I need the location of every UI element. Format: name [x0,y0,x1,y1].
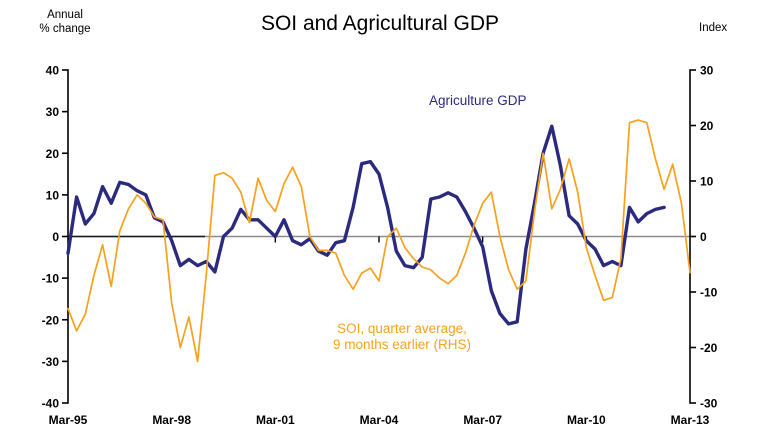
x-axis-tick-label: Mar-01 [256,413,295,427]
left-axis-tick-label: 10 [46,188,60,202]
left-axis-tick-label: 0 [52,230,59,244]
soi-annotation-line2: 9 months earlier (RHS) [332,337,472,352]
left-axis-unit-line2: % change [39,23,91,35]
left-axis-unit-label: Annual % change [28,8,102,36]
soi-annotation-line1: SOI, quarter average, [337,321,467,336]
left-axis-tick-label: -20 [42,313,60,327]
right-axis-tick-label: -30 [700,397,718,411]
x-axis-tick-label: Mar-95 [49,413,88,427]
left-axis-tick-label: 20 [46,147,60,161]
right-axis-tick-label: 30 [700,64,714,78]
left-axis-tick-label: 40 [46,64,60,78]
right-axis-tick-label: 20 [700,119,714,133]
series-annotation-soi: SOI, quarter average, 9 months earlier (… [308,321,496,353]
x-axis-tick-label: Mar-10 [567,413,606,427]
chart-title: SOI and Agricultural GDP [260,12,500,35]
series-line-agriculture-gdp [66,124,666,326]
x-axis-tick-label: Mar-04 [360,413,399,427]
x-axis-tick-label: Mar-13 [671,413,710,427]
series-annotation-agriculture-gdp: Agriculture GDP [429,93,527,108]
x-axis-tick-label: Mar-07 [463,413,502,427]
x-axis-tick-label: Mar-98 [152,413,191,427]
left-axis-tick-label: -40 [42,397,60,411]
right-axis-tick-label: -10 [700,286,718,300]
right-axis-tick-label: -20 [700,341,718,355]
right-axis-tick-label: 10 [700,175,714,189]
series-line-soi-quarter-average-9-months-earlier-rhs [67,119,691,363]
left-axis-tick-label: 30 [46,105,60,119]
right-axis-tick-label: 0 [700,230,707,244]
left-axis-tick-label: -10 [42,272,60,286]
right-axis-unit-label: Index [699,22,728,34]
left-axis-unit-line1: Annual [47,9,83,21]
left-axis-tick-label: -30 [42,355,60,369]
